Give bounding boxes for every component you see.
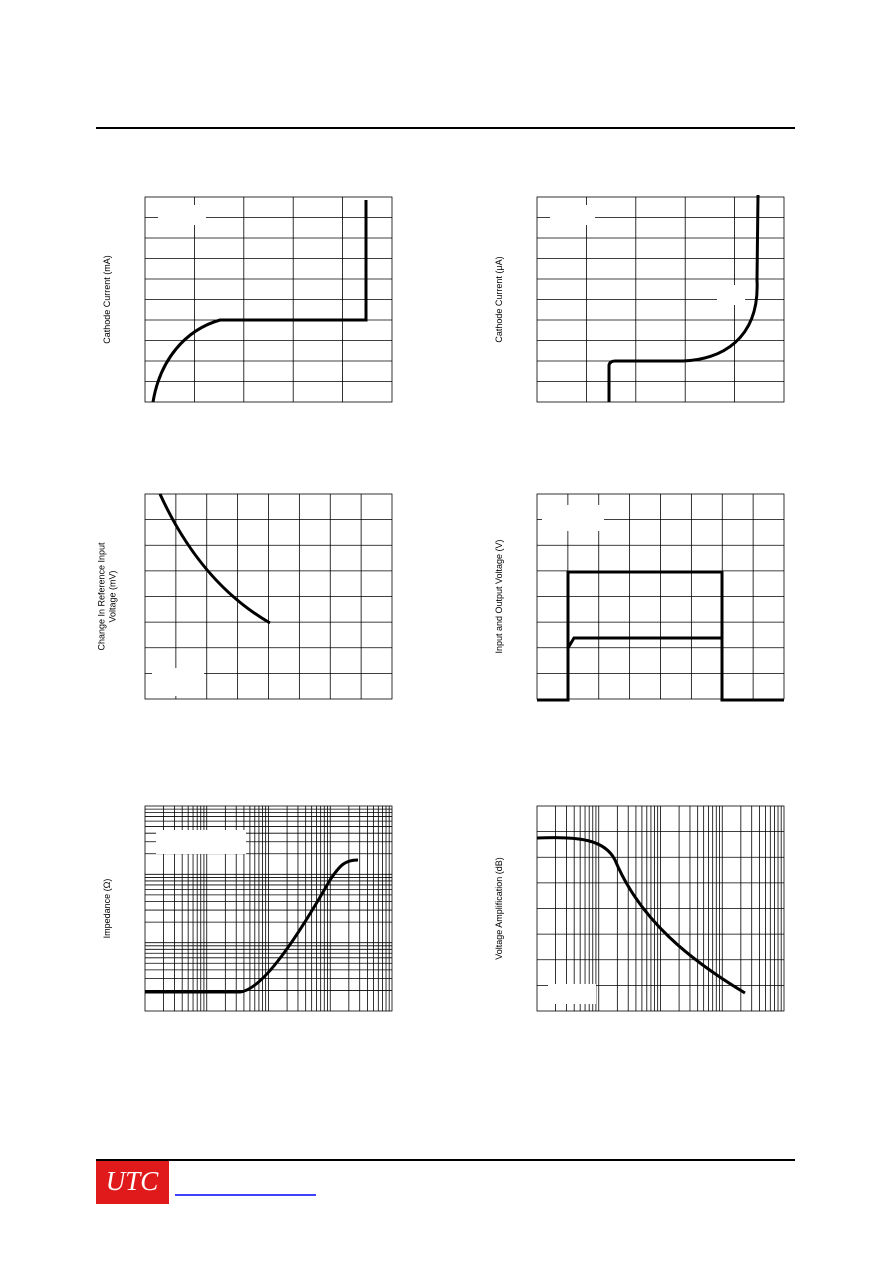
curve — [607, 194, 760, 402]
curve — [145, 858, 359, 994]
y-axis-label: Input and Output Voltage (V) — [494, 539, 504, 653]
curve — [151, 200, 368, 403]
y-axis-label: Voltage (mV) — [108, 570, 118, 622]
axis-labels: Cathode Current (mA) Cathode Current (μA)… — [97, 255, 505, 960]
legend-mask — [542, 505, 604, 531]
legend-mask — [152, 668, 204, 696]
y-axis-label: Voltage Amplification (dB) — [494, 857, 504, 960]
legend-mask — [158, 205, 206, 225]
legend-mask — [550, 205, 595, 225]
y-axis-label: Cathode Current (μA) — [494, 256, 504, 342]
legend-mask — [717, 285, 745, 305]
curve — [158, 493, 271, 625]
legend-masks — [152, 205, 745, 1004]
logo: UTC — [106, 1166, 160, 1196]
y-axis-label: Change In Reference Input — [97, 542, 107, 651]
legend-mask — [156, 830, 246, 854]
curve — [536, 836, 746, 995]
logo-box — [96, 1161, 169, 1204]
curve — [566, 636, 722, 649]
curves — [145, 194, 784, 995]
chart-grids — [144, 196, 785, 1012]
y-axis-label: Cathode Current (mA) — [102, 255, 112, 344]
curve — [537, 570, 784, 702]
legend-mask — [548, 984, 596, 1004]
y-axis-label: Impedance (Ω) — [102, 879, 112, 939]
